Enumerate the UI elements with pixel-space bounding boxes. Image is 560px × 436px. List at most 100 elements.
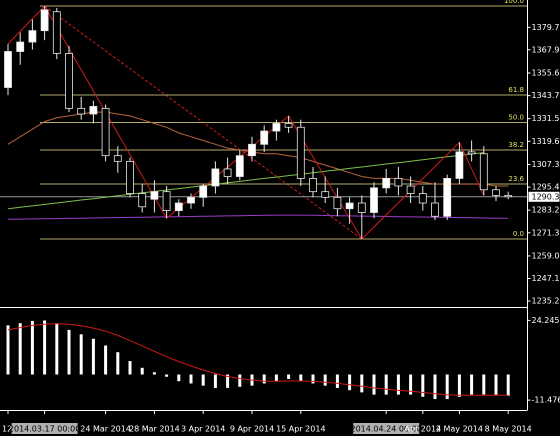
candle-body — [431, 202, 439, 217]
macd-bar — [43, 320, 47, 375]
candle-body — [235, 155, 244, 177]
fib-level-label: 100.0 — [504, 0, 524, 5]
candle-body — [504, 195, 513, 198]
x-tick-label: 2 May 2014 — [436, 425, 483, 434]
candle-body — [65, 53, 73, 109]
candle-body — [333, 196, 342, 210]
macd-bar — [79, 334, 83, 375]
y-tick-label: 1307.35 — [532, 160, 560, 169]
fib-level-label: 50.0 — [508, 114, 524, 122]
macd-bar — [494, 374, 498, 395]
current-price-box — [528, 191, 560, 202]
macd-bar — [6, 325, 10, 375]
macd-bar — [384, 374, 388, 395]
macd-bar — [409, 374, 413, 395]
x-tick-label: 28 Mar 2014 — [129, 425, 180, 434]
y-tick-label: 1247.15 — [532, 274, 560, 283]
candle-body — [345, 202, 354, 210]
macd-bar — [189, 374, 193, 384]
candle-body — [199, 185, 208, 198]
y-tick-label: 24.245 — [532, 316, 560, 325]
macd-bar — [177, 374, 181, 382]
candle-body — [418, 193, 427, 204]
candle-body — [150, 191, 159, 200]
macd-bar — [165, 374, 169, 377]
candle-body — [28, 30, 37, 43]
fib-level-label: 23.6 — [508, 175, 524, 183]
candle-body — [284, 123, 293, 128]
y-tick-label: 1379.75 — [532, 23, 560, 32]
macd-bar — [18, 323, 22, 375]
macd-bar — [213, 374, 217, 388]
candle-body — [260, 130, 269, 145]
macd-bar — [348, 374, 352, 391]
candle-body — [174, 202, 183, 212]
macd-bar — [152, 372, 156, 375]
candle-body — [455, 151, 464, 179]
fib-level-label: 61.8 — [508, 86, 524, 94]
y-tick-label: 1355.65 — [532, 69, 560, 78]
macd-bar — [482, 374, 486, 395]
macd-bar — [262, 374, 266, 384]
x-label-highlight — [11, 423, 78, 434]
candle-body — [101, 107, 110, 157]
macd-bar — [238, 374, 242, 387]
y-tick-label: 1259.05 — [532, 251, 560, 260]
candle-body — [138, 193, 147, 208]
macd-bar — [104, 345, 108, 375]
candle-body — [492, 189, 500, 196]
macd-bar — [335, 374, 339, 388]
y-tick-label: -11.476 — [532, 396, 560, 405]
macd-bar — [433, 374, 437, 400]
macd-bar — [91, 338, 95, 375]
macd-bar — [360, 374, 364, 393]
candle-body — [357, 202, 366, 213]
macd-bar — [55, 323, 59, 375]
candle-body — [248, 143, 256, 157]
candle-body — [406, 185, 415, 194]
candle-body — [321, 191, 330, 198]
candle-body — [16, 41, 25, 52]
y-tick-label: 1295.40 — [532, 183, 560, 192]
candle-body — [479, 153, 488, 191]
candle-body — [394, 178, 403, 187]
moving-average — [7, 152, 484, 210]
x-tick-label: 3 Apr 2014 — [181, 425, 225, 434]
candle-body — [89, 106, 98, 115]
x-tick-label: 12 — [2, 425, 12, 434]
x-tick-label: 8 May 2014 — [485, 425, 532, 434]
candle-body — [40, 9, 49, 32]
macd-bar — [140, 367, 144, 375]
x-label-highlight — [353, 423, 420, 434]
macd-bar — [287, 374, 291, 379]
macd-bar — [274, 374, 278, 382]
macd-bar — [116, 352, 120, 375]
signal-line — [7, 323, 509, 396]
macd-bar — [226, 374, 230, 388]
macd-bar — [421, 374, 425, 397]
current-price-label: 1290.3 — [532, 192, 560, 201]
candle-body — [309, 178, 317, 193]
macd-bar — [30, 320, 34, 375]
y-tick-label: 1283.25 — [532, 206, 560, 215]
macd-bar — [372, 374, 376, 395]
candle-body — [4, 51, 12, 88]
candle-body — [467, 151, 476, 155]
candle-body — [370, 187, 378, 213]
candle-body — [211, 168, 220, 187]
x-tick-label: 24 Mar 2014 — [80, 425, 131, 434]
y-tick-label: 1343.70 — [532, 91, 560, 100]
macd-bar — [323, 374, 327, 386]
candle-body — [52, 11, 61, 54]
y-tick-label: 1271.30 — [532, 228, 560, 237]
candle-body — [443, 178, 452, 217]
candle-body — [113, 155, 122, 162]
macd-bar — [396, 374, 400, 395]
y-tick-label: 1331.55 — [532, 114, 560, 123]
candle-body — [382, 178, 391, 189]
candle-body — [272, 123, 281, 132]
candle-body — [126, 160, 134, 194]
x-tick-label: 2014.03.17 00:00 — [9, 425, 80, 434]
candle-body — [296, 126, 305, 179]
